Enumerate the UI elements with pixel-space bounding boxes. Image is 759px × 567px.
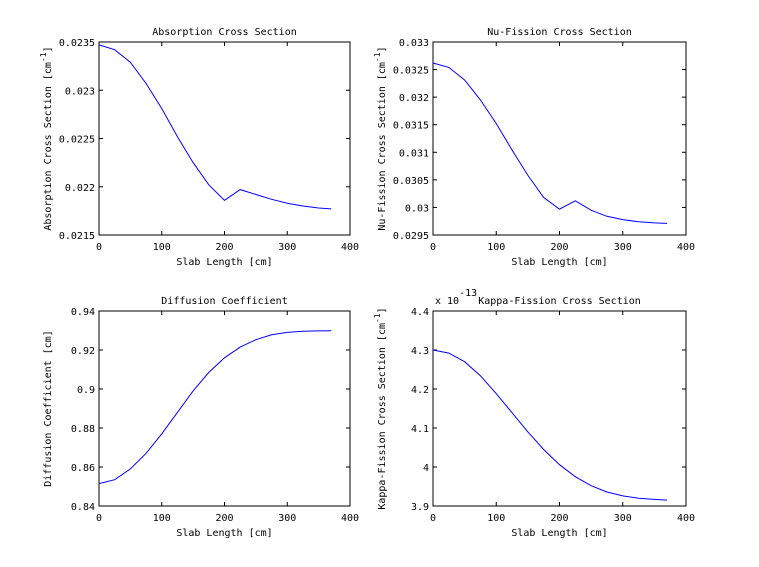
x-axis-label: Slab Length [cm] <box>176 257 272 268</box>
axes-box <box>432 310 687 507</box>
x-tick-label: 200 <box>550 242 568 253</box>
y-tick-label: 0.0315 <box>393 121 429 132</box>
series-line <box>98 44 332 210</box>
y-axis-label-main: Nu-Fission Cross Section [cm <box>377 62 388 231</box>
axis-multiplier: x 10-13 <box>435 288 477 307</box>
y-tick-label: 0.033 <box>399 38 429 49</box>
y-tick-label: 0.023 <box>65 86 95 97</box>
y-axis-label-main: Diffusion Coefficient [cm] <box>43 330 54 487</box>
x-tick-label: 100 <box>487 242 505 253</box>
x-tick-label: 100 <box>153 513 171 524</box>
x-tick-label: 300 <box>614 513 632 524</box>
series-line <box>98 330 332 485</box>
x-tick-label: 400 <box>677 242 695 253</box>
y-tick-label: 0.031 <box>399 148 429 159</box>
y-axis-label-end: ] <box>377 46 388 52</box>
chart-title: Absorption Cross Section <box>152 27 297 38</box>
x-tick-label: 400 <box>341 242 359 253</box>
y-axis-label: Diffusion Coefficient [cm] <box>43 330 54 487</box>
x-tick-label: 400 <box>677 513 695 524</box>
y-axis-label: Kappa-Fission Cross Section [cm-1] <box>373 307 388 509</box>
axis-multiplier-base: x 10 <box>435 296 459 307</box>
x-tick-label: 100 <box>487 513 505 524</box>
y-axis-label-exponent: -1 <box>373 52 382 62</box>
y-axis-label-end: ] <box>43 46 54 52</box>
series-line <box>432 349 668 501</box>
subplot-3: 0 100 200 300 400 0.84 0.86 0.88 0.9 0.92 0.94 Diff… <box>43 296 359 539</box>
subplot-4: 0 100 200 300 400 3.9 4 4.1 4.2 4.3 4.4 Kappa-Fissi… <box>373 288 695 539</box>
y-tick-label: 4.1 <box>411 424 429 435</box>
x-tick-label: 0 <box>430 513 436 524</box>
y-axis-label-main: Kappa-Fission Cross Section [cm <box>377 323 388 510</box>
y-tick-label: 0.0215 <box>59 231 95 242</box>
axes-box <box>432 41 687 236</box>
y-tick-label: 4.2 <box>411 385 429 396</box>
y-tick-label: 0.0325 <box>393 66 429 77</box>
x-axis-label: Slab Length [cm] <box>511 528 607 539</box>
y-tick-label: 0.0225 <box>59 135 95 146</box>
chart-title: Nu-Fission Cross Section <box>487 27 632 38</box>
y-axis-label: Absorption Cross Section [cm-1] <box>39 46 54 230</box>
subplot-2: 0 100 200 300 400 0.0295 0.03 0.0305 0.031 0.0315… <box>373 27 695 268</box>
axes-box <box>98 310 351 507</box>
x-tick-label: 300 <box>278 242 296 253</box>
y-tick-label: 4.4 <box>411 307 429 318</box>
y-tick-label: 0.92 <box>71 346 95 357</box>
y-tick-label: 0.022 <box>65 183 95 194</box>
subplot-1: 0 100 200 300 400 0.0215 0.022 0.0225 0.023 0.023… <box>39 27 359 268</box>
x-tick-label: 200 <box>550 513 568 524</box>
y-tick-label: 0.0295 <box>393 231 429 242</box>
x-axis-label: Slab Length [cm] <box>176 528 272 539</box>
x-tick-label: 400 <box>341 513 359 524</box>
axis-multiplier-power: -13 <box>459 288 477 299</box>
y-tick-label: 4.3 <box>411 346 429 357</box>
x-tick-label: 300 <box>278 513 296 524</box>
x-tick-label: 100 <box>153 242 171 253</box>
y-tick-label: 0.0305 <box>393 176 429 187</box>
chart-title: Kappa-Fission Cross Section <box>478 296 641 307</box>
y-axis-label-main: Absorption Cross Section [cm <box>43 62 54 231</box>
x-tick-label: 300 <box>614 242 632 253</box>
y-tick-label: 4 <box>423 463 429 474</box>
x-tick-label: 0 <box>430 242 436 253</box>
y-tick-label: 0.032 <box>399 93 429 104</box>
series-line <box>432 62 668 224</box>
y-tick-label: 0.0235 <box>59 38 95 49</box>
y-tick-label: 0.03 <box>405 203 429 214</box>
y-tick-label: 0.9 <box>77 385 95 396</box>
y-axis-label-exponent: -1 <box>39 52 48 62</box>
y-axis-label-end: ] <box>377 307 388 313</box>
y-tick-label: 0.86 <box>71 463 95 474</box>
y-axis-label-exponent: -1 <box>373 313 382 323</box>
y-tick-label: 0.88 <box>71 424 95 435</box>
x-tick-label: 200 <box>215 242 233 253</box>
y-tick-label: 0.84 <box>71 502 95 513</box>
x-tick-label: 0 <box>96 242 102 253</box>
y-tick-label: 3.9 <box>411 502 429 513</box>
x-tick-label: 200 <box>215 513 233 524</box>
x-axis-label: Slab Length [cm] <box>511 257 607 268</box>
y-tick-label: 0.94 <box>71 307 95 318</box>
x-tick-label: 0 <box>96 513 102 524</box>
y-axis-label: Nu-Fission Cross Section [cm-1] <box>373 46 388 230</box>
chart-title: Diffusion Coefficient <box>161 296 287 307</box>
